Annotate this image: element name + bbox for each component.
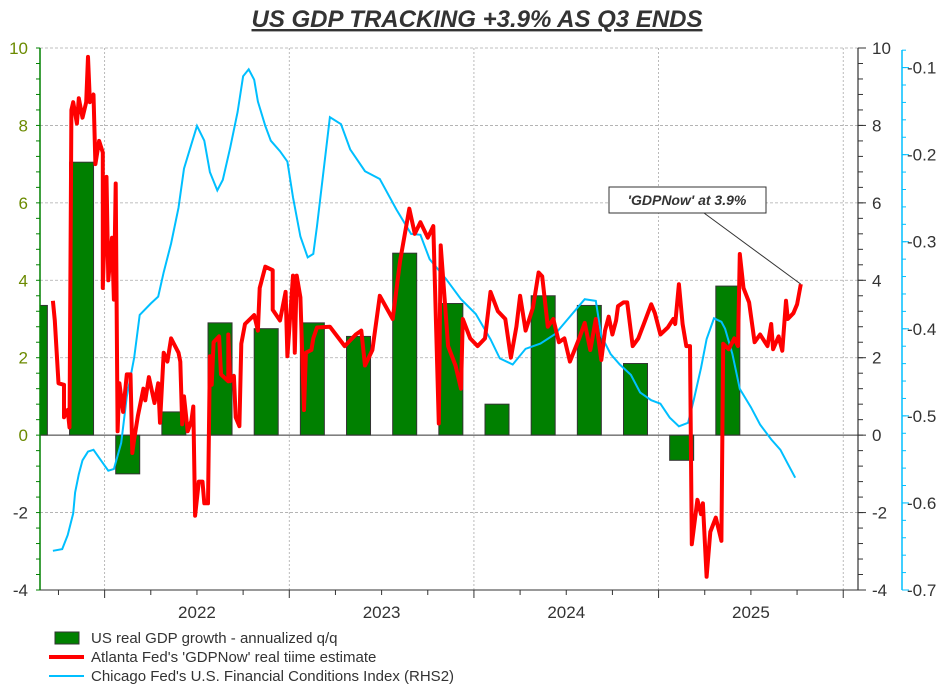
gdp-bar — [39, 304, 48, 436]
right-tick-label: 4 — [872, 271, 881, 290]
right-tick-label: -2 — [872, 504, 887, 523]
left-tick-label: 0 — [19, 426, 28, 445]
gdp-bar — [484, 403, 510, 436]
legend: US real GDP growth - annualized q/q Atla… — [49, 630, 454, 685]
right-tick-label: 2 — [872, 349, 881, 368]
annotation-box — [608, 186, 767, 214]
legend-swatch-gdp — [54, 631, 80, 645]
left-tick-label: 2 — [19, 349, 28, 368]
annotation-text: 'GDPNow' at 3.9% — [628, 192, 747, 208]
fci-line — [52, 67, 797, 552]
legend-label-fci: Chicago Fed's U.S. Financial Conditions … — [91, 668, 454, 685]
rhs2-tick-label: -0.6 — [907, 494, 936, 513]
right-tick-label: -4 — [872, 581, 887, 600]
gdp-bar — [438, 303, 464, 436]
legend-label-gdpnow: Atlanta Fed's 'GDPNow' real tiime estima… — [91, 649, 376, 666]
x-tick-label: 2025 — [732, 603, 770, 622]
x-tick-label: 2022 — [178, 603, 216, 622]
rhs2-tick-label: -0.3 — [907, 233, 936, 252]
right-tick-label: 8 — [872, 116, 881, 135]
right-tick-label: 0 — [872, 426, 881, 445]
left-tick-label: -4 — [13, 581, 28, 600]
left-tick-label: 4 — [19, 271, 28, 290]
left-tick-label: 6 — [19, 194, 28, 213]
right-tick-label: 6 — [872, 194, 881, 213]
x-tick-label: 2023 — [363, 603, 401, 622]
left-tick-label: -2 — [13, 504, 28, 523]
chart-title: US GDP TRACKING +3.9% AS Q3 ENDS — [252, 6, 703, 33]
axes: 2022 2023 2024 2025 10 8 6 4 2 0 -2 -4 10 8 6 4 2 0 -2 -4 -0… — [9, 39, 936, 622]
legend-label-gdp: US real GDP growth - annualized q/q — [91, 630, 338, 647]
gdp-bar — [622, 363, 648, 436]
annotation: 'GDPNow' at 3.9% — [608, 186, 802, 285]
x-tick-label: 2024 — [547, 603, 585, 622]
gdp-bar — [253, 328, 279, 436]
gdp-bar — [530, 295, 556, 436]
gdp-bar — [115, 434, 141, 475]
right-tick-label: 10 — [872, 39, 891, 58]
gdp-bar — [715, 285, 741, 436]
gdp-bar — [346, 335, 372, 436]
annotation-leader-line — [703, 212, 802, 285]
gdpnow-line — [50, 54, 803, 579]
left-tick-label: 10 — [9, 39, 28, 58]
rhs2-tick-label: -0.2 — [907, 146, 936, 165]
rhs2-tick-label: -0.5 — [907, 407, 936, 426]
rhs2-tick-label: -0.7 — [907, 581, 936, 600]
rhs2-tick-label: -0.4 — [907, 320, 936, 339]
left-tick-label: 8 — [19, 116, 28, 135]
gdp-bar — [69, 161, 95, 436]
rhs2-tick-label: -0.1 — [907, 59, 936, 78]
